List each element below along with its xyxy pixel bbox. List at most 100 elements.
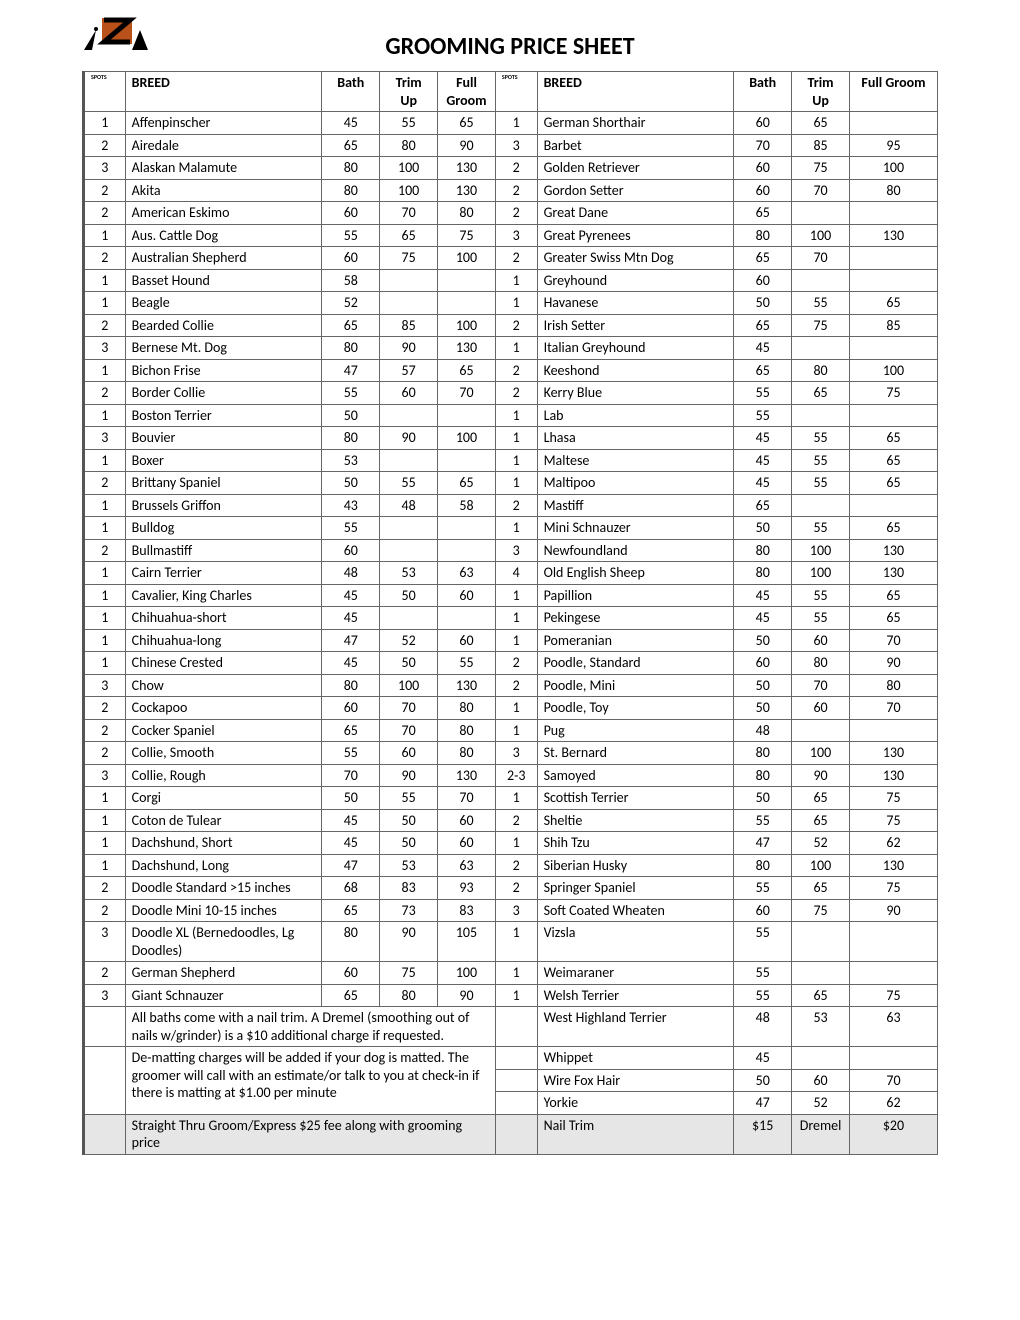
breed-cell: Golden Retriever bbox=[537, 157, 734, 180]
breed-cell: Mini Schnauzer bbox=[537, 517, 734, 540]
spots-cell: 3 bbox=[84, 157, 126, 180]
table-row: 1Brussels Griffon4348582Mastiff65 bbox=[84, 494, 938, 517]
table-row: 1Corgi5055701Scottish Terrier506575 bbox=[84, 787, 938, 810]
breed-cell: Cairn Terrier bbox=[125, 562, 322, 585]
table-row: 1Aus. Cattle Dog5565753Great Pyrenees801… bbox=[84, 224, 938, 247]
breed-cell: Lhasa bbox=[537, 427, 734, 450]
breed-cell: Basset Hound bbox=[125, 269, 322, 292]
breed-cell: Welsh Terrier bbox=[537, 984, 734, 1007]
spots-cell: 1 bbox=[495, 449, 537, 472]
breed-cell: Corgi bbox=[125, 787, 322, 810]
spots-cell: 2 bbox=[84, 179, 126, 202]
breed-cell: Dachshund, Long bbox=[125, 854, 322, 877]
spots-cell: 1 bbox=[495, 719, 537, 742]
table-row: De-matting charges will be added if your… bbox=[84, 1047, 938, 1070]
spots-cell: 1 bbox=[495, 787, 537, 810]
breed-cell: Cavalier, King Charles bbox=[125, 584, 322, 607]
spots-cell: 2 bbox=[495, 382, 537, 405]
spots-cell: 1 bbox=[84, 652, 126, 675]
breed-cell: Kerry Blue bbox=[537, 382, 734, 405]
spots-cell: 1 bbox=[84, 809, 126, 832]
price-table: SPOTS BREED Bath Trim Up Full Groom SPOT… bbox=[82, 71, 938, 1155]
spots-cell: 2 bbox=[84, 877, 126, 900]
hdr-full-left: Full Groom bbox=[438, 72, 496, 112]
breed-cell: Collie, Smooth bbox=[125, 742, 322, 765]
spots-cell: 1 bbox=[495, 584, 537, 607]
table-row: Straight Thru Groom/Express $25 fee alon… bbox=[84, 1114, 938, 1154]
spots-cell: 2 bbox=[84, 899, 126, 922]
spots-cell: 1 bbox=[495, 962, 537, 985]
breed-cell: Beagle bbox=[125, 292, 322, 315]
breed-cell: Barbet bbox=[537, 134, 734, 157]
breed-cell: Doodle Standard >15 inches bbox=[125, 877, 322, 900]
spots-cell: 2 bbox=[84, 742, 126, 765]
table-row: 2Australian Shepherd60751002Greater Swis… bbox=[84, 247, 938, 270]
breed-cell: Bearded Collie bbox=[125, 314, 322, 337]
breed-cell: Bichon Frise bbox=[125, 359, 322, 382]
table-row: 1Chihuahua-long4752601Pomeranian506070 bbox=[84, 629, 938, 652]
spots-cell: 1 bbox=[495, 269, 537, 292]
spots-cell: 2 bbox=[495, 359, 537, 382]
table-row: 1Bulldog551Mini Schnauzer505565 bbox=[84, 517, 938, 540]
breed-cell: Sheltie bbox=[537, 809, 734, 832]
hdr-breed-left: BREED bbox=[125, 72, 322, 112]
breed-cell: Great Dane bbox=[537, 202, 734, 225]
breed-cell: Italian Greyhound bbox=[537, 337, 734, 360]
breed-cell: Greater Swiss Mtn Dog bbox=[537, 247, 734, 270]
spots-cell: 1 bbox=[84, 787, 126, 810]
spots-cell: 1 bbox=[495, 404, 537, 427]
spots-cell: 1 bbox=[84, 607, 126, 630]
spots-cell: 1 bbox=[84, 112, 126, 135]
spots-cell: 1 bbox=[84, 224, 126, 247]
spots-cell: 3 bbox=[495, 899, 537, 922]
breed-cell: St. Bernard bbox=[537, 742, 734, 765]
breed-cell: Doodle XL (Bernedoodles, Lg Doodles) bbox=[125, 922, 322, 962]
breed-cell: Chow bbox=[125, 674, 322, 697]
breed-cell: Chihuahua-short bbox=[125, 607, 322, 630]
spots-cell: 2 bbox=[84, 382, 126, 405]
breed-cell: Siberian Husky bbox=[537, 854, 734, 877]
breed-cell: Scottish Terrier bbox=[537, 787, 734, 810]
breed-cell: Brussels Griffon bbox=[125, 494, 322, 517]
table-row: 2Bearded Collie65851002Irish Setter65758… bbox=[84, 314, 938, 337]
breed-cell: Bulldog bbox=[125, 517, 322, 540]
table-row: 1Chinese Crested4550552Poodle, Standard6… bbox=[84, 652, 938, 675]
spots-cell: 3 bbox=[84, 764, 126, 787]
breed-cell: Papillion bbox=[537, 584, 734, 607]
spots-cell: 2 bbox=[84, 134, 126, 157]
breed-cell: Cocker Spaniel bbox=[125, 719, 322, 742]
breed-cell: Doodle Mini 10-15 inches bbox=[125, 899, 322, 922]
spots-cell: 1 bbox=[84, 359, 126, 382]
table-row: 2Doodle Standard >15 inches6883932Spring… bbox=[84, 877, 938, 900]
breed-cell: Nail Trim bbox=[537, 1114, 734, 1154]
hdr-full-right: Full Groom bbox=[849, 72, 937, 112]
breed-cell: Shih Tzu bbox=[537, 832, 734, 855]
hdr-trim-right: Trim Up bbox=[792, 72, 850, 112]
hdr-spots-right: SPOTS bbox=[495, 72, 537, 112]
spots-cell: 2 bbox=[495, 179, 537, 202]
spots-cell: 1 bbox=[495, 292, 537, 315]
spots-cell: 2 bbox=[84, 962, 126, 985]
breed-cell: Pomeranian bbox=[537, 629, 734, 652]
table-row: 2Akita801001302Gordon Setter607080 bbox=[84, 179, 938, 202]
table-row: 3Giant Schnauzer6580901Welsh Terrier5565… bbox=[84, 984, 938, 1007]
spots-cell: 2 bbox=[495, 809, 537, 832]
table-row: 2Airedale6580903Barbet708595 bbox=[84, 134, 938, 157]
spots-cell: 2-3 bbox=[495, 764, 537, 787]
breed-cell: Whippet bbox=[537, 1047, 734, 1070]
notes-cell: Straight Thru Groom/Express $25 fee alon… bbox=[125, 1114, 495, 1154]
breed-cell: Border Collie bbox=[125, 382, 322, 405]
breed-cell: Old English Sheep bbox=[537, 562, 734, 585]
spots-cell: 3 bbox=[495, 539, 537, 562]
spots-cell: 1 bbox=[84, 494, 126, 517]
table-row: 2Collie, Smooth5560803St. Bernard8010013… bbox=[84, 742, 938, 765]
breed-cell: Bouvier bbox=[125, 427, 322, 450]
table-row: 1Affenpinscher4555651German Shorthair606… bbox=[84, 112, 938, 135]
spots-cell: 1 bbox=[495, 517, 537, 540]
breed-cell: Akita bbox=[125, 179, 322, 202]
spots-cell: 3 bbox=[84, 984, 126, 1007]
spots-cell: 3 bbox=[84, 922, 126, 962]
table-row: 2German Shepherd60751001Weimaraner55 bbox=[84, 962, 938, 985]
breed-cell: Yorkie bbox=[537, 1092, 734, 1115]
table-row: 3Collie, Rough70901302-3Samoyed8090130 bbox=[84, 764, 938, 787]
